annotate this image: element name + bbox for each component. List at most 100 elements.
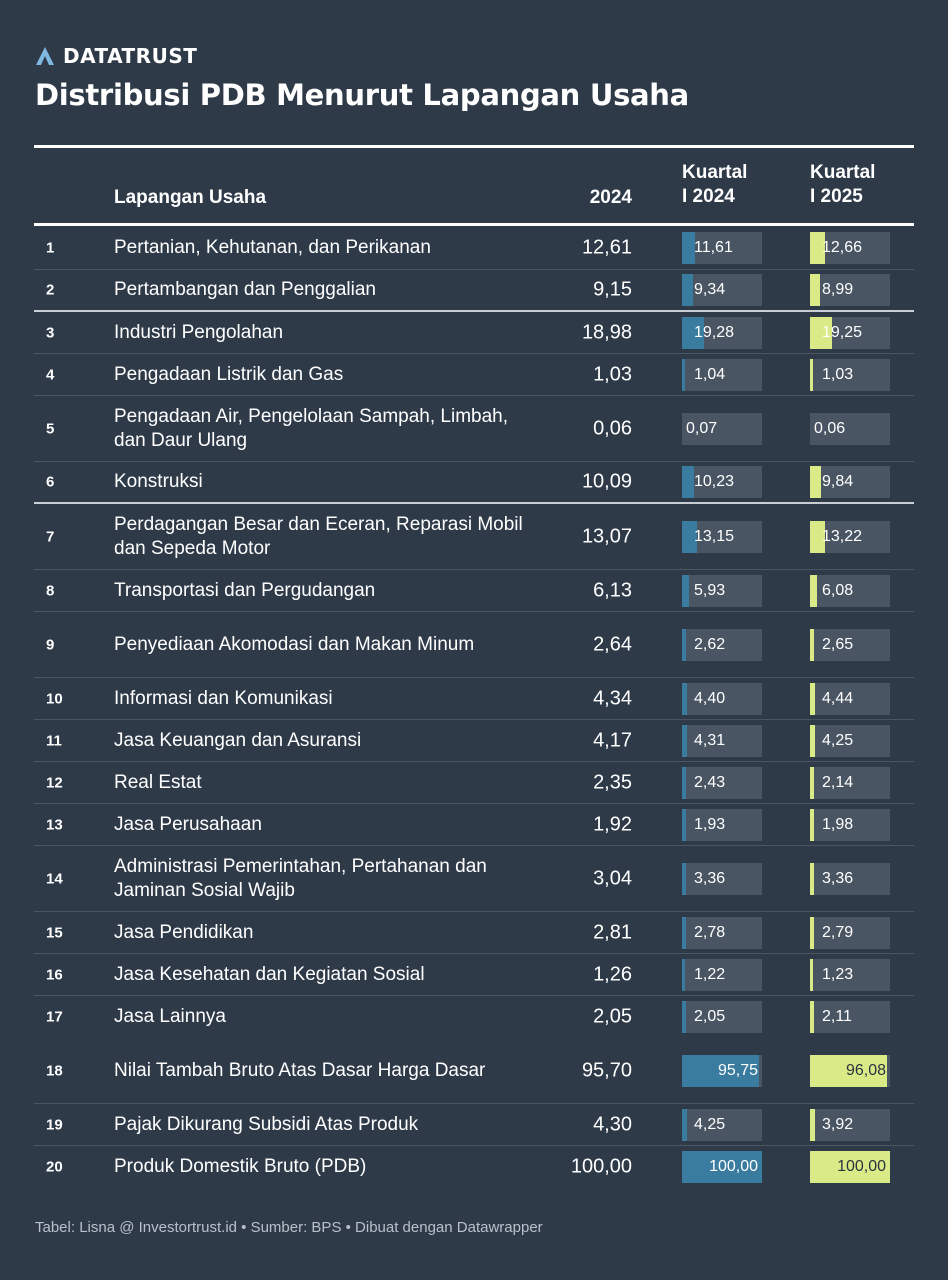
row-number: 15 [46, 924, 63, 941]
row-number: 13 [46, 816, 63, 833]
row-value-2024: 13,07 [581, 525, 632, 547]
row-number: 16 [46, 966, 63, 983]
row-number: 8 [46, 582, 55, 599]
row-number: 14 [46, 870, 63, 887]
bar-label-q1-2024: 9,34 [694, 281, 726, 298]
bar-label-q1-2024: 1,22 [694, 965, 726, 983]
row-number: 19 [46, 1116, 63, 1133]
bar-fill-q1-2024 [682, 808, 686, 841]
header-q2-line2: I 2025 [810, 186, 863, 207]
bar-fill-q1-2024 [682, 766, 686, 799]
bar-fill-q1-2025 [810, 862, 815, 895]
bar-label-q1-2024: 2,78 [694, 923, 726, 941]
bar-fill-q1-2025 [810, 628, 814, 661]
bar-q1-2025: 2,65 [810, 628, 890, 661]
bar-fill-q1-2025 [810, 466, 822, 498]
row-value-2024: 2,05 [593, 1005, 632, 1028]
row-category: Real Estat [114, 771, 202, 793]
bar-label-q1-2025: 9,84 [822, 473, 854, 490]
row-number: 6 [46, 473, 55, 491]
bar-label-q1-2025: 1,98 [822, 815, 854, 833]
bar-q1-2024: 2,78 [682, 916, 762, 949]
row-value-2024: 3,04 [593, 867, 632, 889]
bar-fill-q1-2024 [682, 1108, 687, 1141]
bar-q1-2025: 13,22 [810, 520, 890, 553]
datatrust-logo-icon [36, 47, 54, 65]
bar-fill-q1-2024 [682, 958, 686, 991]
header-q1-2025: Kuartal I 2025 [810, 161, 875, 209]
bar-q1-2025: 4,44 [810, 682, 890, 715]
table-top-rule [34, 145, 914, 148]
bar-label-q1-2024: 10,23 [694, 473, 735, 490]
bar-q1-2025: 3,36 [810, 862, 890, 895]
bar-fill-q1-2024 [682, 231, 696, 264]
bar-label-q1-2024: 1,04 [694, 365, 726, 383]
table-row: 3 Industri Pengolahan 18,98 19,28 19,25 [34, 312, 914, 354]
bar-q1-2024: 10,23 [682, 466, 762, 498]
bar-q1-2024: 100,00 [682, 1151, 762, 1183]
bar-fill-q1-2025 [810, 808, 814, 841]
table-row: 7 Perdagangan Besar dan Eceran, Reparasi … [34, 504, 914, 570]
bar-q1-2024: 1,22 [682, 958, 762, 991]
bar-q1-2024: 9,34 [682, 274, 762, 306]
bar-fill-q1-2024 [682, 916, 686, 949]
row-value-2024: 12,61 [581, 236, 632, 258]
bar-fill-q1-2024 [682, 574, 689, 607]
row-category: Transportasi dan Pergudangan [114, 579, 376, 601]
bar-fill-q1-2025 [810, 724, 815, 757]
row-value-2024: 9,15 [593, 278, 632, 301]
bar-label-q1-2024: 100,00 [709, 1158, 758, 1175]
bar-q1-2025: 12,66 [810, 231, 890, 264]
bar-label-q1-2024: 4,25 [694, 1115, 726, 1133]
bar-q1-2024: 0,07 [682, 412, 762, 445]
row-category: Jasa Perusahaan [114, 813, 262, 835]
table-row: 14 Administrasi Pemerintahan, Pertahanan … [34, 846, 914, 912]
bar-label-q1-2025: 96,08 [845, 1061, 886, 1079]
table-row: 15 Jasa Pendidikan 2,81 2,78 2,79 [34, 912, 914, 954]
bar-q1-2024: 4,40 [682, 682, 762, 715]
bar-fill-q1-2024 [682, 520, 698, 553]
bar-q1-2025: 100,00 [810, 1151, 890, 1183]
row-number: 3 [46, 324, 55, 341]
bar-label-q1-2024: 2,43 [694, 773, 726, 791]
bar-fill-q1-2025 [810, 358, 814, 391]
bar-fill-q1-2025 [810, 1151, 890, 1183]
table-row: 9 Penyediaan Akomodasi dan Makan Minum 2,6… [34, 612, 914, 678]
table-row: 12 Real Estat 2,35 2,43 2,14 [34, 762, 914, 804]
bar-label-q1-2025: 3,36 [822, 869, 854, 887]
bar-q1-2025: 4,25 [810, 724, 890, 757]
table-row: 18 Nilai Tambah Bruto Atas Dasar Harga Da… [34, 1038, 914, 1104]
table-row: 16 Jasa Kesehatan dan Kegiatan Sosial 1,26… [34, 954, 914, 996]
bar-label-q1-2025: 19,25 [822, 323, 863, 341]
bar-label-q1-2025: 12,66 [822, 238, 863, 256]
header-2024: 2024 [589, 187, 632, 208]
bar-label-q1-2025: 3,92 [822, 1115, 854, 1133]
row-value-2024: 0,06 [593, 417, 632, 439]
row-category: Jasa Kesehatan dan Kegiatan Sosial [114, 963, 425, 985]
table-row: 8 Transportasi dan Pergudangan 6,13 5,93 6,0… [34, 570, 914, 612]
row-category: Jasa Keuangan dan Asuransi [114, 729, 362, 751]
bar-q1-2025: 96,08 [810, 1054, 890, 1087]
header-q1-line1: Kuartal [682, 162, 748, 183]
row-category: Pertanian, Kehutanan, dan Perikanan [114, 236, 431, 258]
bar-label-q1-2025: 13,22 [822, 527, 863, 545]
bar-fill-q1-2025 [810, 274, 821, 306]
bar-fill-q1-2024 [682, 466, 694, 498]
row-value-2024: 2,64 [593, 633, 632, 655]
bar-q1-2025: 0,06 [810, 412, 890, 445]
bar-label-q1-2025: 6,08 [822, 581, 854, 599]
brand-name: DATATRUST [63, 44, 198, 68]
row-value-2024: 4,17 [593, 729, 632, 751]
row-value-2024: 2,35 [593, 771, 632, 793]
bar-q1-2024: 2,43 [682, 766, 762, 799]
row-category: Informasi dan Komunikasi [114, 687, 333, 709]
bar-q1-2025: 6,08 [810, 574, 890, 607]
table-row: 4 Pengadaan Listrik dan Gas 1,03 1,04 1,03 [34, 354, 914, 396]
bar-label-q1-2024: 5,93 [694, 581, 726, 599]
row-number: 10 [46, 690, 63, 707]
row-number: 5 [46, 420, 55, 437]
bar-fill-q1-2024 [682, 1151, 762, 1183]
header-q1-line2: I 2024 [682, 186, 735, 207]
row-category: Pengadaan Listrik dan Gas [114, 363, 344, 385]
bar-q1-2025: 1,23 [810, 958, 890, 991]
